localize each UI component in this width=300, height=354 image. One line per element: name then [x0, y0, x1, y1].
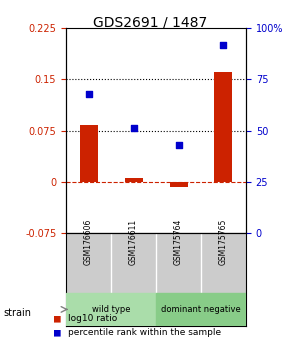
- Text: wild type: wild type: [92, 305, 130, 314]
- Bar: [156, 293, 246, 326]
- Bar: [66, 293, 156, 326]
- Point: [221, 42, 226, 47]
- Text: GSM176611: GSM176611: [129, 219, 138, 265]
- Bar: [214, 72, 232, 182]
- Text: GDS2691 / 1487: GDS2691 / 1487: [93, 16, 207, 30]
- Text: ■: ■: [54, 328, 61, 338]
- Text: log10 ratio: log10 ratio: [68, 314, 117, 323]
- Text: GSM175764: GSM175764: [174, 219, 183, 265]
- Point: [176, 142, 181, 148]
- Text: strain: strain: [3, 308, 31, 318]
- Point: [131, 126, 136, 131]
- Point: [86, 91, 91, 97]
- Bar: [169, 182, 188, 187]
- Text: GSM176606: GSM176606: [84, 219, 93, 265]
- Text: GSM175765: GSM175765: [219, 219, 228, 265]
- Text: percentile rank within the sample: percentile rank within the sample: [68, 328, 220, 337]
- Bar: [80, 125, 98, 182]
- Text: ■: ■: [54, 314, 61, 324]
- Bar: [124, 178, 142, 182]
- Text: dominant negative: dominant negative: [161, 305, 241, 314]
